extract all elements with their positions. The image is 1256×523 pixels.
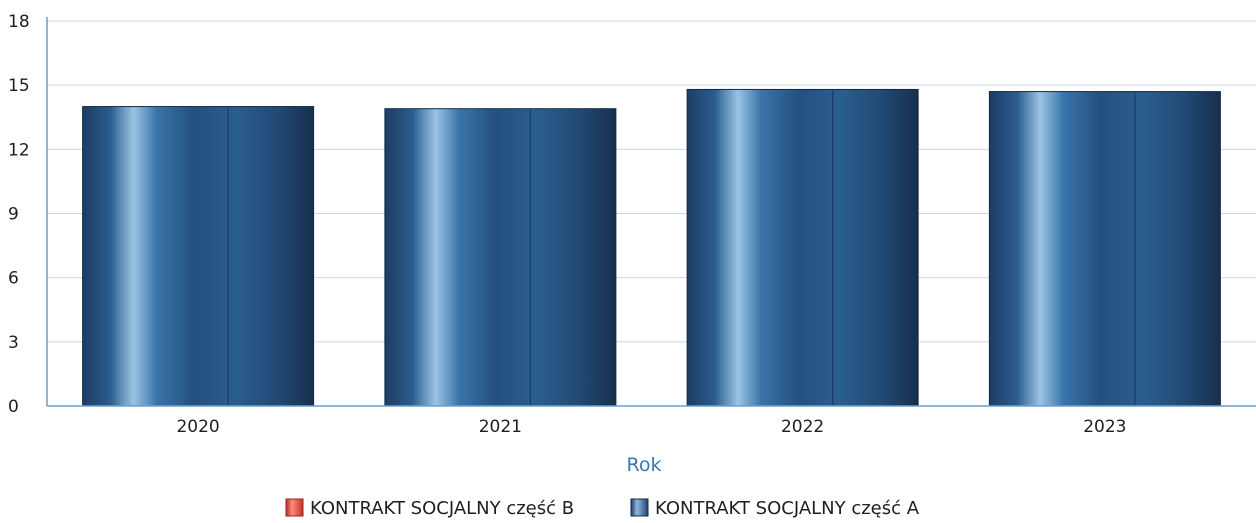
x-axis-title: Rok [627,454,662,476]
x-tick-label-2023: 2023 [1083,417,1126,437]
legend: KONTRAKT SOCJALNY część B KONTRAKT SOCJAL… [285,498,920,519]
legend-swatch-a [630,498,649,517]
legend-label-a: KONTRAKT SOCJALNY część A [655,498,920,519]
axes [46,17,1256,407]
y-tick-label: 12 [8,140,30,160]
y-tick-label: 9 [8,205,19,225]
legend-label-b: KONTRAKT SOCJALNY część B [310,498,574,519]
bar-2020 [82,106,315,407]
bar-2023 [988,91,1221,407]
bars [82,88,1221,407]
y-tick-label: 0 [8,397,19,417]
y-axis-ticks: 0 3 6 9 12 15 18 [8,12,30,417]
y-tick-label: 3 [8,333,19,353]
y-tick-label: 6 [8,269,19,289]
y-tick-label: 18 [8,12,30,32]
bar-2021 [384,108,617,407]
bar-2022 [686,88,919,407]
legend-swatch-b [285,498,304,517]
x-tick-label-2020: 2020 [176,417,219,437]
x-tick-label-2021: 2021 [479,417,522,437]
x-axis-ticks: 2020 2021 2022 2023 [176,417,1126,437]
y-tick-label: 15 [8,76,30,96]
x-tick-label-2022: 2022 [781,417,824,437]
